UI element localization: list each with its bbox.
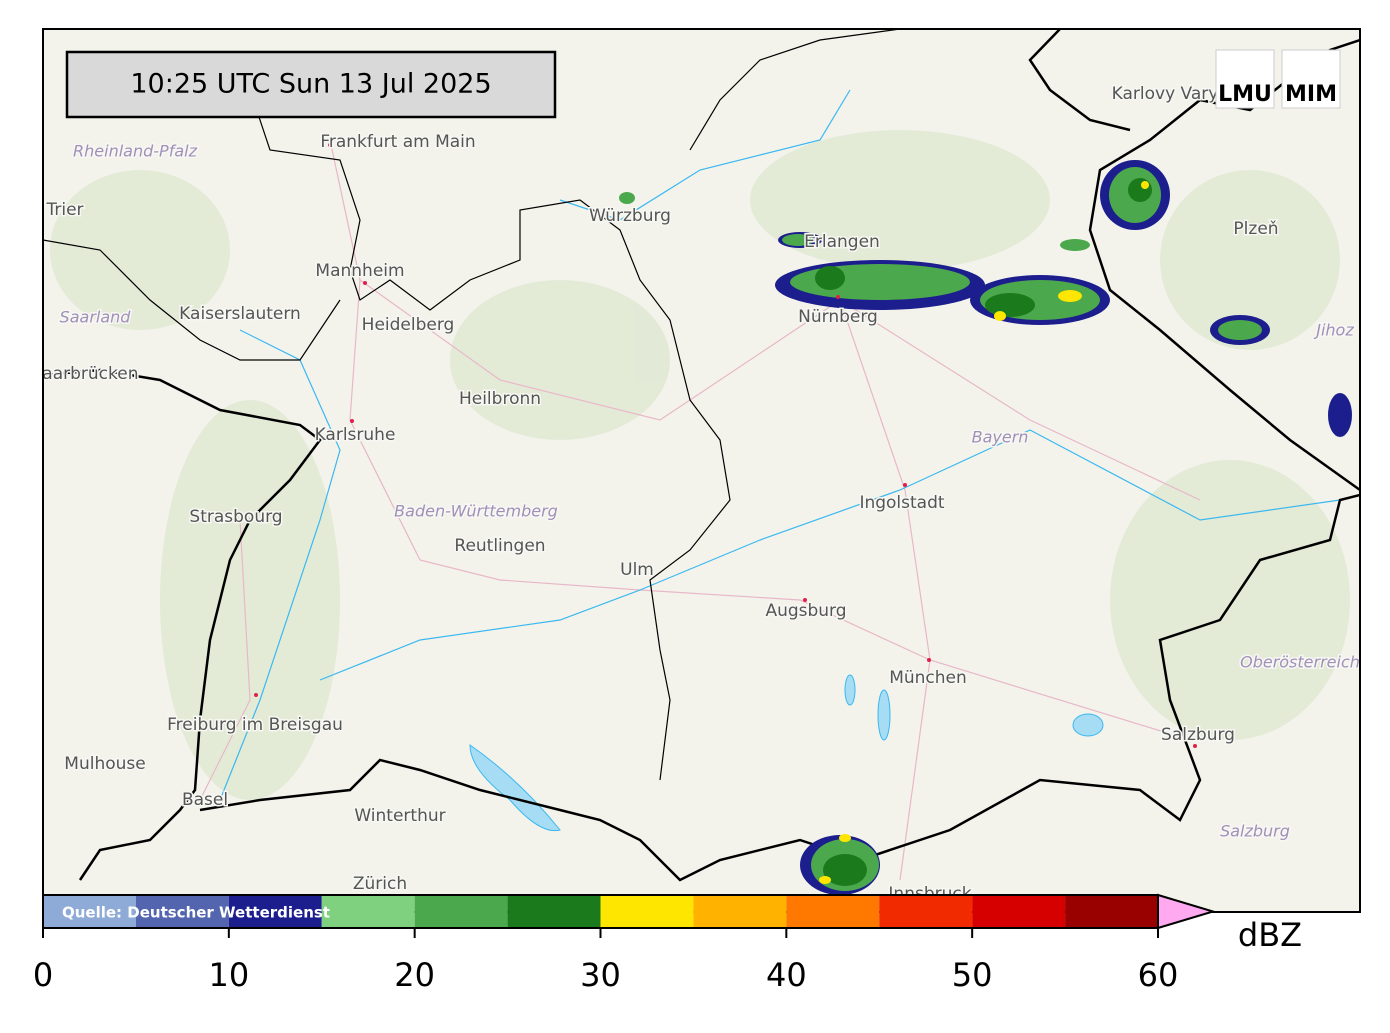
city-label: Trier — [45, 200, 83, 220]
colorbar-tick-label: 20 — [394, 956, 435, 994]
timestamp-box — [65, 50, 557, 119]
city-label: Freiburg im Breisgau — [167, 715, 343, 735]
logo-box — [1215, 49, 1275, 109]
city-label: Frankfurt am Main — [320, 132, 475, 152]
city-label: Heidelberg — [362, 315, 455, 335]
colorbar-tick-label: 10 — [208, 956, 249, 994]
colorbar-unit: dBZ — [1238, 916, 1302, 954]
region-label: Jihoz — [1313, 321, 1354, 340]
source-credit: Quelle: Deutscher Wetterdienst — [62, 904, 330, 922]
city-label: Basel — [182, 790, 228, 810]
colorbar-segment — [414, 895, 508, 928]
city-label: Karlsruhe — [315, 425, 396, 445]
logo: MIM — [1285, 82, 1337, 107]
city-label: Ingolstadt — [859, 493, 944, 513]
city-label: Saarbrücken — [32, 364, 139, 384]
city-markers — [254, 143, 1197, 748]
region-label: Oberösterreich — [1240, 653, 1360, 672]
colorbar-segment — [879, 895, 973, 928]
city-label: Würzburg — [589, 206, 671, 226]
lakes — [469, 674, 1104, 832]
region-label: Baden-Württemberg — [394, 502, 558, 521]
roads — [199, 139, 1201, 881]
city-label: Winterthur — [354, 806, 445, 826]
colorbar-tick-label: 0 — [33, 956, 53, 994]
city-label: Plzeň — [1233, 219, 1278, 239]
colorbar-segment — [43, 895, 136, 928]
city-label: Augsburg — [765, 601, 846, 621]
city-label: Mulhouse — [64, 754, 145, 774]
map: Frankfurt am Main Trier Kaiserslautern Mann… — [32, 29, 1360, 912]
city-label: Kaiserslautern — [179, 304, 301, 324]
rivers — [219, 89, 1341, 801]
city-label: Karlovy Vary — [1112, 84, 1219, 104]
city-label: Salzburg — [1161, 725, 1235, 745]
city-label: Zürich — [353, 874, 407, 894]
region-label: Bayern — [972, 428, 1029, 447]
radar-echoes — [619, 160, 1352, 895]
colorbar-segment — [786, 895, 880, 928]
city-label: München — [889, 668, 967, 688]
colorbar-tick-label: 30 — [580, 956, 621, 994]
colorbar-segment — [321, 895, 415, 928]
city-label: Erlangen — [804, 232, 880, 252]
state-borders — [43, 29, 901, 781]
timestamp: 10:25 UTC Sun 13 Jul 2025 — [130, 69, 491, 100]
region-label: Saarland — [60, 308, 132, 327]
logo-box — [1281, 49, 1341, 109]
city-label: Ulm — [620, 560, 654, 580]
region-label: Rheinland-Pfalz — [73, 142, 198, 161]
city-label: Mannheim — [315, 261, 404, 281]
colorbar-segment — [507, 895, 601, 928]
colorbar-tick-label: 40 — [766, 956, 807, 994]
city-label: Nürnberg — [798, 307, 878, 327]
colorbar: Quelle: Deutscher Wetterdienst 0 10 20 30 40 5… — [33, 893, 1302, 994]
colorbar-segment — [600, 895, 694, 928]
region-label: Salzburg — [1220, 822, 1290, 841]
colorbar-tick-label: 50 — [952, 956, 993, 994]
colorbar-segment — [135, 895, 229, 928]
colorbar-tick-label: 60 — [1138, 956, 1179, 994]
forest-areas — [50, 130, 1350, 800]
colorbar-segment — [1065, 895, 1158, 928]
colorbar-segment — [693, 895, 787, 928]
colorbar-segment — [972, 895, 1066, 928]
city-label: Reutlingen — [454, 536, 545, 556]
city-label: Strasbourg — [189, 507, 282, 527]
logo: LMU — [1218, 82, 1272, 107]
colorbar-segment — [228, 895, 322, 928]
city-label: Heilbronn — [459, 389, 541, 409]
